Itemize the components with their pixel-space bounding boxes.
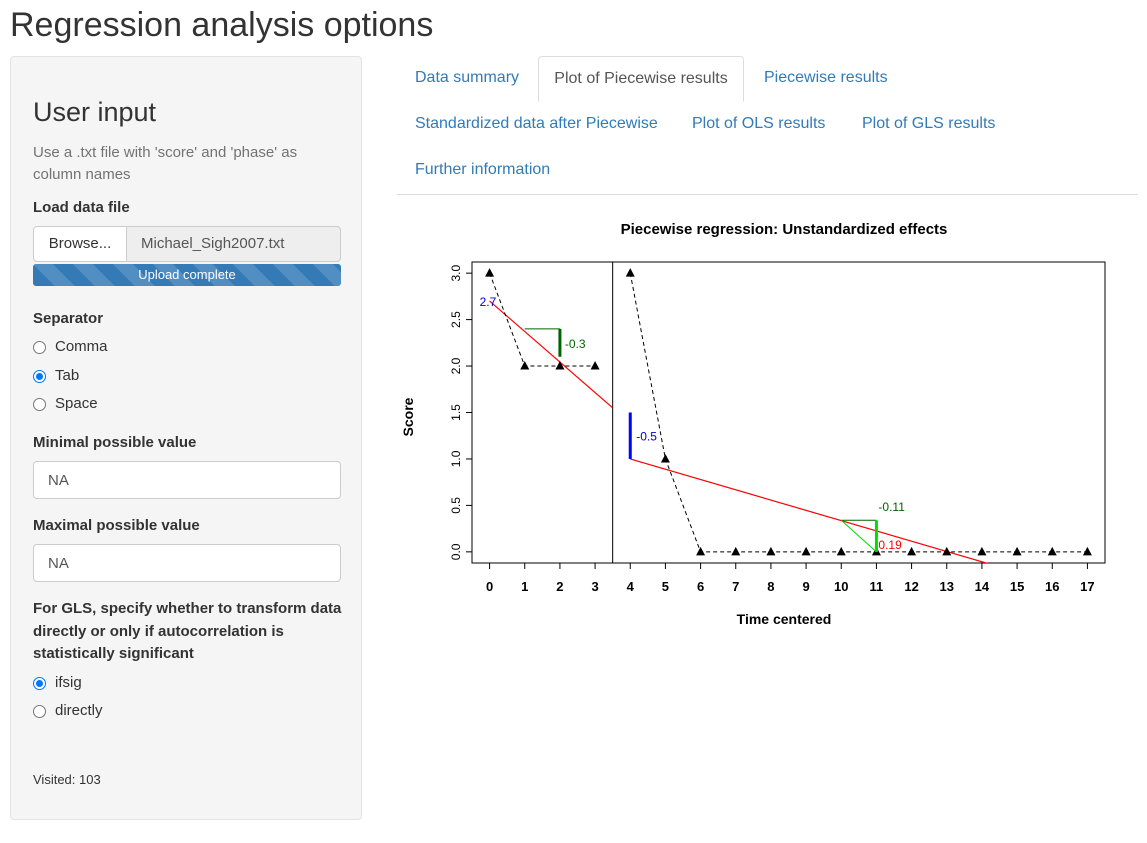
visit-counter: Visited: 103 — [33, 772, 101, 787]
effect-label: -0.3 — [565, 337, 586, 351]
y-tick-label: 1.0 — [449, 450, 463, 467]
radio-button-icon — [33, 705, 46, 718]
data-point — [766, 546, 776, 556]
radio-button-checked-icon — [33, 370, 46, 383]
x-tick-label: 15 — [1010, 579, 1024, 594]
file-input: Browse... Michael_Sigh2007.txt — [33, 226, 341, 262]
y-tick-label: 0.5 — [449, 497, 463, 514]
tab-data-summary[interactable]: Data summary — [415, 69, 520, 86]
tab-further-information[interactable]: Further information — [415, 161, 551, 178]
data-point — [485, 268, 495, 277]
x-tick-label: 1 — [521, 579, 528, 594]
data-point — [520, 361, 530, 370]
radio-label: Space — [55, 395, 98, 412]
max-value-input[interactable] — [33, 544, 341, 582]
effect-label: -0.11 — [878, 500, 905, 514]
radio-label: directly — [55, 702, 103, 719]
y-tick-label: 0.0 — [449, 543, 463, 560]
x-tick-label: 0 — [486, 579, 493, 594]
slope-change-marker-diagonal — [840, 519, 877, 553]
data-point — [1082, 546, 1092, 556]
separator-label: Separator — [33, 310, 104, 327]
plot-clipped-group — [485, 268, 1092, 563]
data-point — [1012, 546, 1022, 556]
data-series-line — [489, 272, 596, 367]
x-tick-label: 12 — [904, 579, 918, 594]
x-axis-label: Time centered — [737, 611, 832, 627]
tab-standardized-data[interactable]: Standardized data after Piecewise — [415, 115, 658, 132]
file-input-label: Load data file — [33, 199, 130, 216]
page-title: Regression analysis options — [10, 6, 434, 44]
radio-label: ifsig — [55, 674, 82, 691]
data-point — [801, 546, 811, 556]
browse-button[interactable]: Browse... — [33, 226, 127, 262]
tab-plot-ols-results[interactable]: Plot of OLS results — [692, 115, 826, 132]
data-point — [977, 546, 987, 556]
x-tick-label: 17 — [1080, 579, 1094, 594]
chart-title: Piecewise regression: Unstandardized eff… — [621, 221, 948, 238]
data-point — [907, 546, 917, 556]
x-tick-label: 9 — [802, 579, 809, 594]
sidebar-heading: User input — [33, 97, 157, 127]
piecewise-plot: Piecewise regression: Unstandardized eff… — [400, 221, 1106, 627]
tab-bar: Data summary Plot of Piecewise results P… — [397, 56, 1138, 195]
tab-plot-gls-results[interactable]: Plot of GLS results — [862, 115, 996, 132]
sidebar-panel: User input Use a .txt file with 'score' … — [10, 56, 362, 820]
x-tick-label: 2 — [556, 579, 563, 594]
data-point — [625, 268, 635, 277]
x-tick-label: 16 — [1045, 579, 1059, 594]
effect-label: -0.5 — [636, 430, 657, 444]
x-tick-label: 10 — [834, 579, 848, 594]
x-tick-label: 13 — [940, 579, 954, 594]
fit-line — [489, 300, 614, 409]
max-value-label: Maximal possible value — [33, 517, 200, 534]
min-value-label: Minimal possible value — [33, 434, 197, 451]
data-point — [731, 546, 741, 556]
y-tick-label: 1.5 — [449, 404, 463, 421]
x-tick-label: 7 — [732, 579, 739, 594]
x-tick-label: 4 — [627, 579, 635, 594]
fit-line — [630, 458, 989, 563]
x-tick-label: 14 — [975, 579, 990, 594]
x-tick-label: 8 — [767, 579, 774, 594]
effect-label: 2.7 — [480, 295, 497, 309]
file-name-display[interactable]: Michael_Sigh2007.txt — [126, 226, 341, 262]
x-tick-label: 11 — [870, 579, 884, 594]
data-point — [590, 361, 600, 370]
upload-progress-bar: Upload complete — [33, 264, 341, 286]
y-axis-label: Score — [400, 397, 416, 436]
gls-option-label: For GLS, specify whether to transform da… — [33, 600, 342, 662]
radio-label: Comma — [55, 338, 108, 355]
data-point — [555, 361, 565, 370]
radio-button-icon — [33, 341, 46, 354]
data-point — [660, 453, 670, 463]
radio-label: Tab — [55, 367, 80, 384]
data-point — [696, 546, 706, 556]
data-point — [1047, 546, 1057, 556]
x-tick-label: 3 — [591, 579, 598, 594]
y-tick-label: 2.5 — [449, 311, 463, 328]
y-tick-label: 3.0 — [449, 264, 463, 281]
plot-area: 0 1 2 3 4 5 6 7 8 9 10 11 12 13 14 15 16 170.00.51.01.52.… — [449, 261, 1106, 594]
sidebar-help-text: Use a .txt file with 'score' and 'phase'… — [33, 144, 298, 183]
data-series-line — [629, 273, 1088, 553]
tab-plot-piecewise-results[interactable]: Plot of Piecewise results — [538, 56, 744, 102]
y-tick-label: 2.0 — [449, 357, 463, 374]
x-tick-label: 6 — [697, 579, 704, 594]
tab-piecewise-results[interactable]: Piecewise results — [764, 69, 888, 86]
data-point — [836, 546, 846, 556]
radio-button-icon — [33, 398, 46, 411]
radio-button-checked-icon — [33, 677, 46, 690]
data-point — [942, 546, 952, 556]
plot-frame — [471, 261, 1106, 564]
effect-label: 0.19 — [878, 538, 902, 552]
x-tick-label: 5 — [662, 579, 669, 594]
min-value-input[interactable] — [33, 461, 341, 499]
